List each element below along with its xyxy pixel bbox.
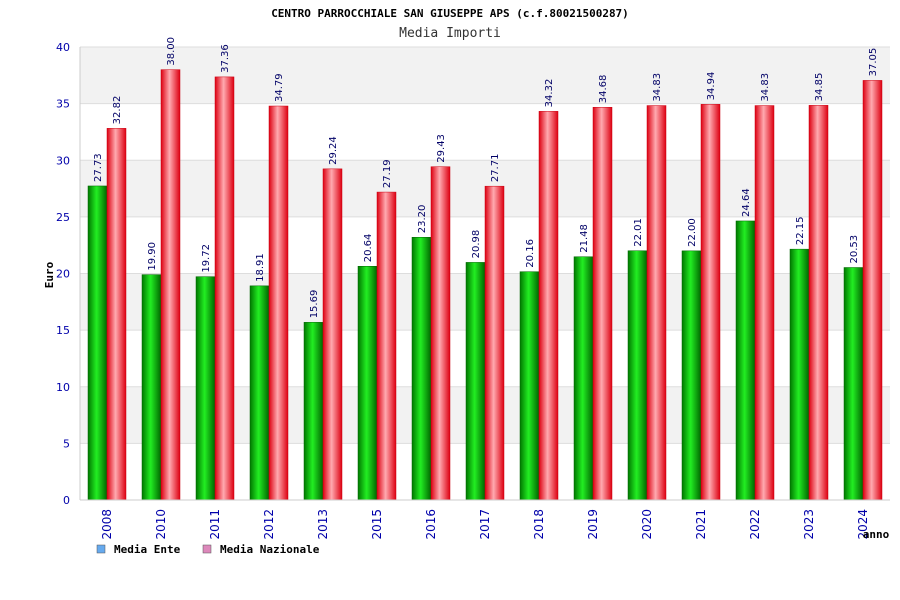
bar-media-ente: [573, 256, 594, 501]
bar-media-ente: [411, 237, 432, 501]
x-tick-label: 2013: [316, 509, 330, 540]
data-label-media-ente: 19.90: [147, 242, 158, 271]
data-label-media-ente: 27.73: [93, 153, 104, 182]
legend-label: Media Ente: [114, 543, 181, 556]
y-tick-label: 0: [63, 494, 70, 507]
data-label-media-ente: 22.00: [687, 218, 698, 247]
y-tick-label: 30: [56, 154, 70, 167]
data-label-media-ente: 15.69: [309, 290, 320, 319]
data-label-media-nazionale: 37.36: [220, 44, 231, 73]
data-label-media-ente: 20.16: [525, 239, 536, 268]
x-axis-label: anno: [863, 528, 890, 541]
data-label-media-nazionale: 29.43: [436, 134, 447, 163]
bar-media-nazionale: [106, 128, 127, 501]
data-label-media-nazionale: 34.68: [598, 75, 609, 104]
legend-label: Media Nazionale: [220, 543, 320, 556]
data-label-media-ente: 20.98: [471, 230, 482, 259]
data-label-media-ente: 21.48: [579, 224, 590, 253]
y-tick-label: 40: [56, 41, 70, 54]
bar-media-ente: [357, 266, 378, 501]
data-label-media-ente: 24.64: [741, 188, 752, 217]
bar-media-nazionale: [538, 111, 559, 501]
bar-media-nazionale: [322, 168, 343, 501]
bar-media-ente: [627, 250, 648, 501]
data-label-media-ente: 19.72: [201, 244, 212, 273]
data-label-media-nazionale: 37.05: [868, 48, 879, 77]
bar-media-nazionale: [376, 191, 397, 501]
legend-swatch: [96, 544, 106, 554]
data-label-media-nazionale: 34.85: [814, 73, 825, 102]
data-label-media-ente: 20.64: [363, 234, 374, 263]
bar-media-nazionale: [808, 105, 829, 501]
bar-media-ente: [681, 250, 702, 501]
bar-media-ente: [195, 276, 216, 501]
legend: Media Ente Media Nazionale: [96, 543, 320, 556]
data-label-media-nazionale: 34.32: [544, 79, 555, 108]
x-tick-label: 2023: [802, 509, 816, 540]
x-tick-label: 2011: [208, 509, 222, 540]
chart-subtitle: Media Importi: [399, 26, 501, 41]
x-tick-label: 2010: [154, 509, 168, 540]
axes: 0 5 10 15 20 25 30 35 40 2008 2010 2011 2012 2013 2015…: [56, 41, 890, 540]
bar-media-ente: [519, 271, 540, 501]
bar-media-nazionale: [646, 105, 667, 501]
data-label-media-nazionale: 27.71: [490, 154, 501, 183]
data-label-media-nazionale: 34.83: [760, 73, 771, 102]
legend-swatch: [202, 544, 212, 554]
y-tick-label: 25: [56, 211, 70, 224]
bar-media-ente: [141, 274, 162, 501]
bars: [87, 69, 883, 501]
x-tick-label: 2012: [262, 509, 276, 540]
x-tick-label: 2019: [586, 509, 600, 540]
data-labels: 27.73 32.82 19.90 38.00 19.72 37.36 18.91 34.79…: [93, 37, 879, 318]
bar-media-nazionale: [214, 76, 235, 501]
bar-media-ente: [465, 262, 486, 501]
data-label-media-nazionale: 32.82: [112, 96, 123, 125]
bar-media-nazionale: [754, 105, 775, 501]
data-label-media-ente: 23.20: [417, 205, 428, 234]
bar-media-ente: [87, 185, 108, 501]
x-tick-label: 2008: [100, 509, 114, 540]
y-tick-label: 15: [56, 324, 70, 337]
x-tick-label: 2024: [856, 509, 870, 540]
bar-media-nazionale: [430, 166, 451, 501]
x-tick-label: 2020: [640, 509, 654, 540]
bar-media-ente: [735, 220, 756, 501]
data-label-media-ente: 22.15: [795, 217, 806, 246]
data-label-media-ente: 20.53: [849, 235, 860, 264]
x-tick-label: 2022: [748, 509, 762, 540]
bar-media-ente: [789, 248, 810, 501]
data-label-media-nazionale: 27.19: [382, 159, 393, 188]
bar-media-ente: [303, 322, 324, 501]
data-label-media-nazionale: 29.24: [328, 136, 339, 165]
data-label-media-ente: 22.01: [633, 218, 644, 247]
bar-media-ente: [843, 267, 864, 501]
x-tick-label: 2016: [424, 509, 438, 540]
bar-media-nazionale: [160, 69, 181, 501]
bar-media-nazionale: [268, 105, 289, 501]
y-tick-label: 5: [63, 437, 70, 450]
y-tick-label: 35: [56, 98, 70, 111]
data-label-media-nazionale: 34.79: [274, 73, 285, 102]
y-tick-label: 10: [56, 381, 70, 394]
x-tick-label: 2021: [694, 509, 708, 540]
x-tick-label: 2018: [532, 509, 546, 540]
x-tick-label: 2017: [478, 509, 492, 540]
data-label-media-ente: 18.91: [255, 253, 266, 282]
bar-media-nazionale: [592, 106, 613, 501]
chart-title: CENTRO PARROCCHIALE SAN GIUSEPPE APS (c.…: [271, 7, 629, 20]
bar-media-nazionale: [700, 104, 721, 501]
y-axis-label: Euro: [43, 261, 56, 288]
bar-media-nazionale: [484, 185, 505, 501]
y-tick-label: 20: [56, 268, 70, 281]
x-tick-label: 2015: [370, 509, 384, 540]
data-label-media-nazionale: 34.83: [652, 73, 663, 102]
bar-media-ente: [249, 285, 270, 501]
data-label-media-nazionale: 38.00: [166, 37, 177, 66]
bar-media-nazionale: [862, 80, 883, 501]
data-label-media-nazionale: 34.94: [706, 72, 717, 101]
